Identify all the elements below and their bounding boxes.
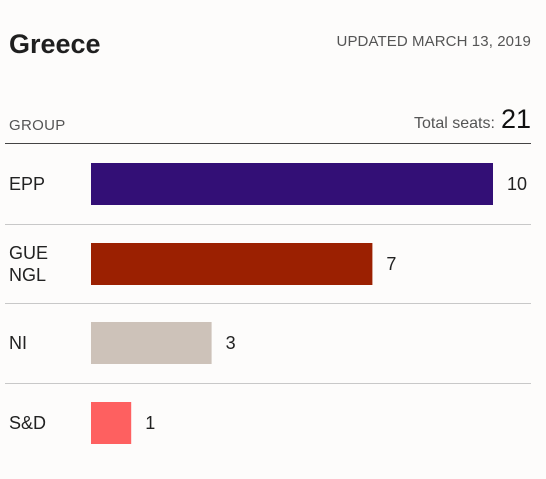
value-label: 7 [386,254,396,274]
category-label: EPP [9,174,45,194]
category-label: S&D [9,413,46,433]
category-label: NI [9,333,27,353]
chart-title: Greece [9,29,101,59]
value-label: 1 [145,413,155,433]
total-seats: Total seats: 21 [414,104,531,136]
total-seats-value: 21 [500,104,531,134]
bar [91,402,132,444]
value-label: 10 [507,174,527,194]
group-column-header: GROUP [9,117,66,134]
bar [91,163,493,205]
bar [91,322,212,364]
category-label: GUE NGL [9,243,48,285]
row-divider [5,303,531,304]
row-divider [5,383,531,384]
total-seats-label: Total seats: [414,115,495,132]
value-label: 3 [226,333,236,353]
row-divider [5,224,531,225]
updated-date: UPDATED MARCH 13, 2019 [336,33,531,50]
header-divider [5,143,531,144]
bar [91,243,373,285]
